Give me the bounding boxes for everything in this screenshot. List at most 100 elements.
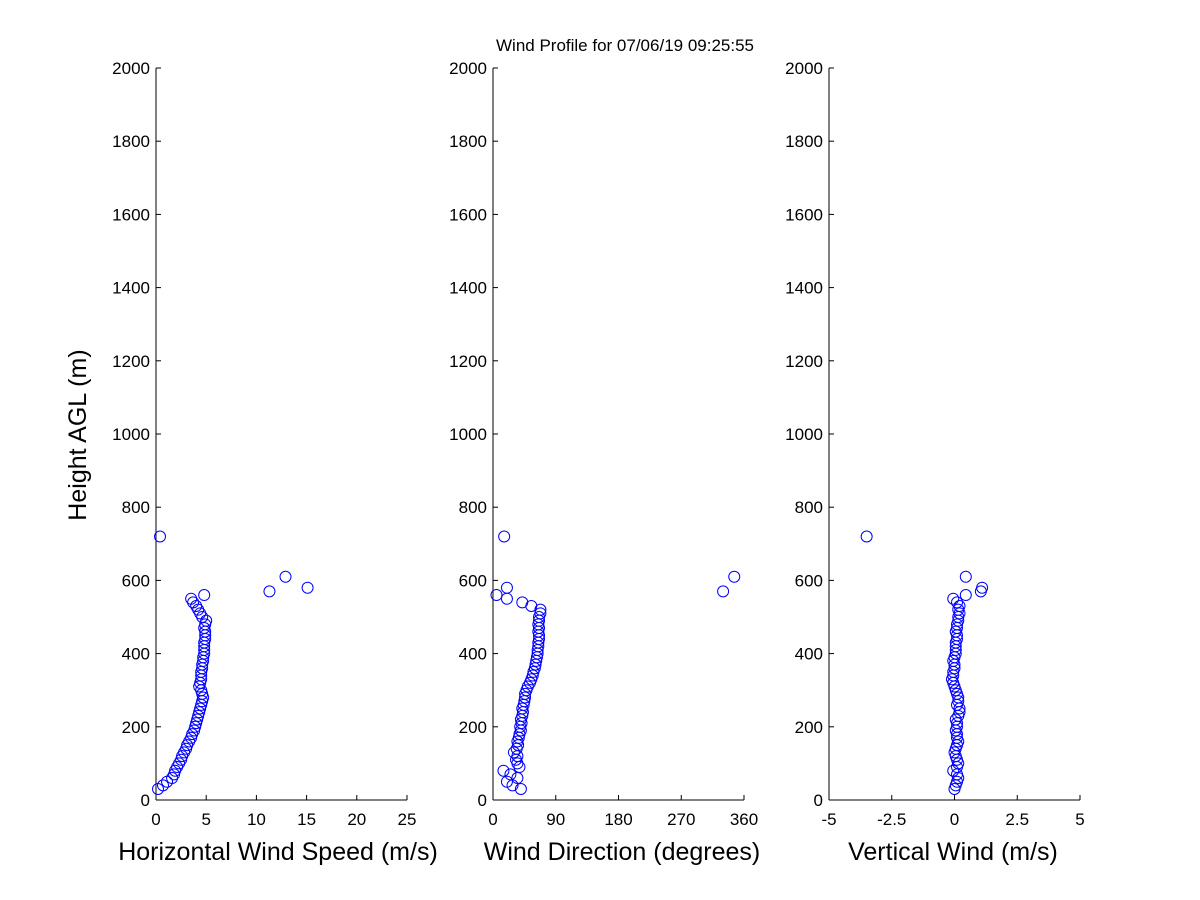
y-tick-label: 600 [459, 571, 487, 590]
data-point [190, 717, 203, 730]
y-tick-label: 800 [122, 498, 150, 517]
data-point [514, 783, 527, 796]
data-point [263, 585, 276, 598]
data-point [198, 621, 211, 634]
y-tick-label: 1200 [449, 352, 487, 371]
y-tick-label: 1800 [112, 132, 150, 151]
y-tick-label: 400 [795, 645, 823, 664]
data-point [951, 596, 964, 609]
x-tick-label: 5 [201, 810, 210, 829]
y-tick-label: 2000 [785, 59, 823, 78]
x-tick-label: 0 [151, 810, 160, 829]
data-point [185, 592, 198, 605]
data-point [189, 720, 202, 733]
data-point [717, 585, 730, 598]
x-tick-label: 10 [247, 810, 266, 829]
y-tick-label: 0 [478, 791, 487, 810]
data-point [516, 596, 529, 609]
data-point [519, 691, 532, 704]
x-tick-label: 5 [1075, 810, 1084, 829]
data-point [728, 570, 741, 583]
data-point [952, 695, 965, 708]
y-tick-label: 1200 [112, 352, 150, 371]
data-point [197, 691, 210, 704]
x-tick-label: 360 [730, 810, 758, 829]
y-tick-label: 400 [459, 645, 487, 664]
y-tick-label: 1200 [785, 352, 823, 371]
x-tick-label: -2.5 [877, 810, 906, 829]
data-point [500, 775, 513, 788]
y-tick-label: 200 [459, 718, 487, 737]
y-tick-label: 1800 [449, 132, 487, 151]
data-point [497, 764, 510, 777]
y-tick-label: 0 [814, 791, 823, 810]
y-tick-label: 400 [122, 645, 150, 664]
vertical-wind-x-label: Vertical Wind (m/s) [848, 838, 1058, 866]
y-tick-label: 1400 [449, 279, 487, 298]
data-point [194, 702, 207, 715]
data-point [157, 779, 170, 792]
data-point [860, 530, 873, 543]
x-tick-label: 270 [667, 810, 695, 829]
data-point [953, 600, 966, 613]
data-point [504, 768, 517, 781]
y-tick-label: 1000 [112, 425, 150, 444]
x-tick-label: 25 [398, 810, 417, 829]
y-tick-label: 600 [795, 571, 823, 590]
data-point [199, 618, 212, 631]
data-point [188, 724, 201, 737]
data-point [200, 614, 213, 627]
data-point [192, 709, 205, 722]
x-tick-label: -5 [821, 810, 836, 829]
data-point [191, 713, 204, 726]
data-point [154, 530, 167, 543]
y-tick-label: 2000 [112, 59, 150, 78]
y-tick-label: 1600 [112, 205, 150, 224]
data-point [490, 589, 503, 602]
data-point [301, 581, 314, 594]
x-tick-label: 15 [297, 810, 316, 829]
y-tick-label: 200 [795, 718, 823, 737]
data-point [279, 570, 292, 583]
y-tick-label: 800 [459, 498, 487, 517]
data-point [198, 589, 211, 602]
horizontal-wind-speed-panel: 0 200 400 600 800 1000 1200 1400 1600 1800 2000 0 5 1… [112, 59, 438, 866]
data-point [193, 680, 206, 693]
y-tick-label: 1600 [785, 205, 823, 224]
data-point [959, 589, 972, 602]
data-point [196, 687, 209, 700]
data-point [193, 706, 206, 719]
data-point [976, 581, 989, 594]
wind-direction-panel: 0 200 400 600 800 1000 1200 1400 1600 1800 2000 0 90… [449, 59, 760, 866]
y-tick-label: 800 [795, 498, 823, 517]
data-point [498, 530, 511, 543]
y-tick-label: 0 [141, 791, 150, 810]
y-tick-label: 1800 [785, 132, 823, 151]
vertical-wind-panel: 0 200 400 600 800 1000 1200 1400 1600 1800 2000 -5 -… [785, 59, 1085, 866]
x-tick-label: 90 [546, 810, 565, 829]
data-point [534, 607, 547, 620]
data-point [195, 698, 208, 711]
y-tick-label: 600 [122, 571, 150, 590]
data-point [168, 768, 181, 781]
x-tick-label: 0 [488, 810, 497, 829]
x-tick-label: 2.5 [1005, 810, 1029, 829]
y-tick-label: 1000 [785, 425, 823, 444]
x-tick-label: 0 [950, 810, 959, 829]
y-tick-label: 1400 [112, 279, 150, 298]
data-point [500, 581, 513, 594]
x-tick-label: 180 [604, 810, 632, 829]
y-tick-label: 1400 [785, 279, 823, 298]
wind-direction-x-label: Wind Direction (degrees) [484, 838, 761, 866]
data-point [526, 669, 539, 682]
y-tick-label: 1000 [449, 425, 487, 444]
horizontal-wind-speed-x-label: Horizontal Wind Speed (m/s) [118, 838, 438, 866]
y-tick-label: 200 [122, 718, 150, 737]
data-point [500, 592, 513, 605]
figure-title: Wind Profile for 07/06/19 09:25:55 [496, 36, 754, 55]
data-point [949, 713, 962, 726]
y-axis-label: Height AGL (m) [64, 349, 92, 520]
data-point [959, 570, 972, 583]
data-point [507, 746, 520, 759]
